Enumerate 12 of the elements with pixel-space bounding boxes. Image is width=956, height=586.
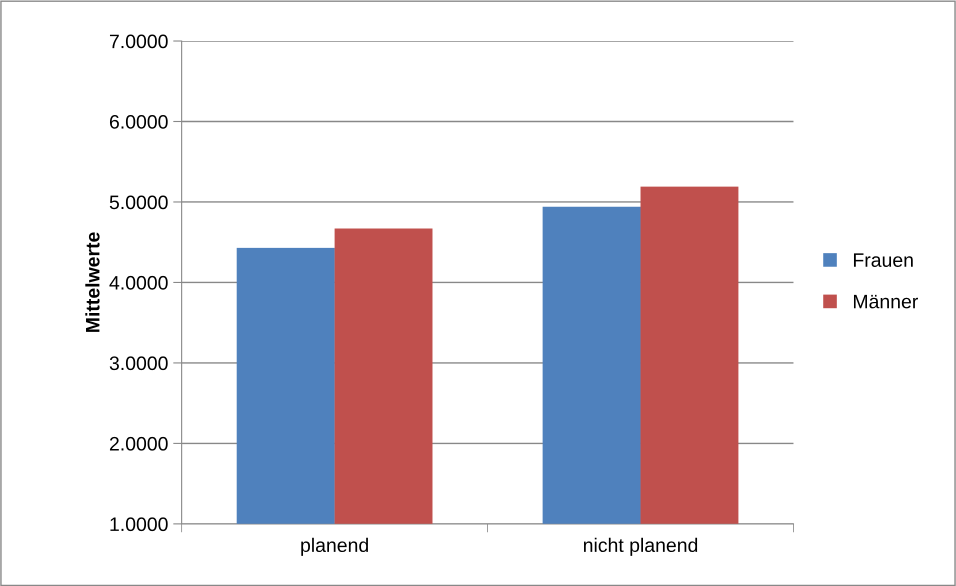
y-tick-label: 2.0000 [110, 436, 168, 451]
y-tick-label: 4.0000 [109, 276, 168, 290]
x-tick-label: planend [301, 538, 368, 556]
x-tick-label: nicht planend [584, 538, 698, 556]
y-tick-label: 3.0000 [110, 356, 168, 370]
y-tick-label: 7.0000 [110, 34, 168, 48]
legend-label: Männer [854, 294, 918, 308]
y-tick-label: 5.0000 [110, 195, 168, 210]
y-axis-title: Mittelwerte [85, 232, 100, 332]
legend-label: Frauen [854, 253, 913, 267]
y-tick-label: 6.0000 [110, 114, 168, 129]
y-tick-label: 1.0000 [110, 517, 168, 532]
